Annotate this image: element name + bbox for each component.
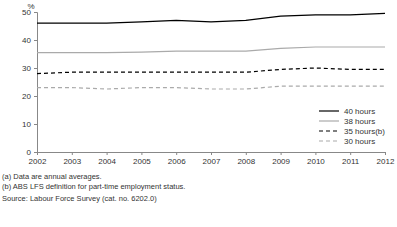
- x-tick: 2010: [307, 152, 325, 166]
- y-tick: 40: [22, 36, 37, 45]
- x-tick-label: 2002: [29, 157, 47, 166]
- x-tick-label: 2008: [237, 157, 255, 166]
- x-tick: 2008: [237, 152, 255, 166]
- chart: 0102030405020022003200420052006200720082…: [0, 0, 397, 227]
- x-tick: 2005: [133, 152, 151, 166]
- x-tick-label: 2003: [63, 157, 81, 166]
- legend-label: 38 hours: [344, 117, 375, 126]
- y-tick: 30: [22, 64, 37, 73]
- legend-entry: 30 hours: [319, 137, 375, 146]
- x-tick-label: 2009: [272, 157, 290, 166]
- x-tick-mark: [211, 152, 212, 155]
- lines: [37, 13, 385, 89]
- legend-entry: 40 hours: [319, 107, 375, 116]
- series-line: [37, 68, 385, 74]
- x-tick-label: 2007: [203, 157, 221, 166]
- legend-label: 40 hours: [344, 107, 375, 116]
- legend: 40 hours38 hours35 hours(b)30 hours: [319, 107, 385, 146]
- x-tick: 2009: [272, 152, 290, 166]
- y-tick: 20: [22, 92, 37, 101]
- x-tick-label: 2012: [377, 157, 395, 166]
- x-tick-mark: [141, 152, 142, 155]
- y-tick-label: 10: [22, 120, 31, 129]
- series-line: [37, 47, 385, 53]
- y-tick-label: 40: [22, 36, 31, 45]
- x-tick: 2012: [377, 152, 395, 166]
- legend-swatch: [319, 110, 339, 111]
- y-tick-label: 30: [22, 64, 31, 73]
- x-tick-label: 2011: [342, 157, 360, 166]
- x-tick: 2003: [63, 152, 81, 166]
- y-tick: 10: [22, 120, 37, 129]
- x-tick-mark: [107, 152, 108, 155]
- x-tick-mark: [176, 152, 177, 155]
- source: Source: Labour Force Survey (cat. no. 62…: [2, 194, 157, 203]
- x-tick-mark: [315, 152, 316, 155]
- y-tick-mark: [34, 68, 37, 69]
- series-line: [37, 13, 385, 23]
- legend-entry: 35 hours(b): [319, 127, 385, 136]
- x-tick-mark: [281, 152, 282, 155]
- legend-swatch: [319, 140, 339, 141]
- legend-swatch: [319, 120, 339, 121]
- y-tick-mark: [34, 96, 37, 97]
- x-tick-mark: [246, 152, 247, 155]
- legend-label: 35 hours(b): [344, 127, 385, 136]
- legend-label: 30 hours: [344, 137, 375, 146]
- x-tick-mark: [350, 152, 351, 155]
- y-axis-line: [34, 13, 38, 153]
- y-axis: 01020304050: [22, 8, 37, 157]
- plot: 0102030405020022003200420052006200720082…: [22, 8, 395, 166]
- legend-swatch: [319, 130, 339, 131]
- x-tick-label: 2006: [168, 157, 186, 166]
- x-tick-label: 2010: [307, 157, 325, 166]
- x-tick-mark: [385, 152, 386, 155]
- x-tick: 2004: [98, 152, 116, 166]
- footnote: (b) ABS LFS definition for part-time emp…: [2, 182, 185, 191]
- y-tick-mark: [34, 152, 37, 153]
- y-tick-mark: [34, 12, 37, 13]
- footnote: (a) Data are annual averages.: [2, 172, 102, 181]
- y-tick-label: 20: [22, 92, 31, 101]
- x-tick: 2007: [203, 152, 221, 166]
- x-tick-mark: [37, 152, 38, 155]
- legend-entry: 38 hours: [319, 117, 375, 126]
- x-tick: 2002: [29, 152, 47, 166]
- x-tick: 2006: [168, 152, 186, 166]
- x-tick-mark: [72, 152, 73, 155]
- x-axis-line: [38, 153, 386, 156]
- y-tick-mark: [34, 40, 37, 41]
- x-axis: 2002 2003 2004 2005 2006 2007 2008 2009 2010 2011…: [29, 152, 395, 166]
- x-tick: 2011: [342, 152, 360, 166]
- x-tick-label: 2005: [133, 157, 151, 166]
- y-tick-mark: [34, 124, 37, 125]
- y-axis-label: %: [27, 2, 34, 11]
- series-line: [37, 86, 385, 89]
- x-tick-label: 2004: [98, 157, 116, 166]
